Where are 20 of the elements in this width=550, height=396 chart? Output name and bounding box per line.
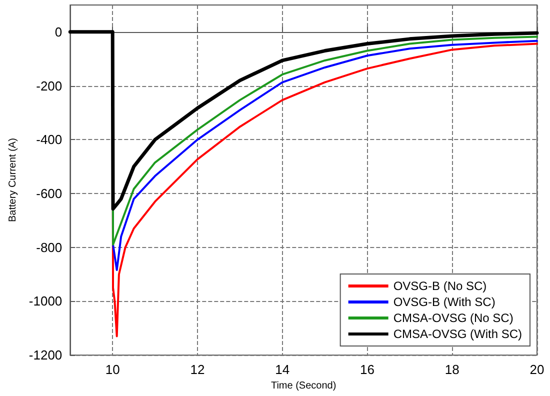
x-tick-label: 14 [275, 362, 290, 378]
x-tick-label: 20 [530, 362, 544, 378]
y-tick-label: -600 [36, 186, 62, 202]
x-tick-label: 18 [444, 362, 460, 378]
legend-label: OVSG-B (No SC) [393, 279, 487, 293]
legend-label: CMSA-OVSG (With SC) [393, 327, 522, 341]
y-tick-label: -200 [36, 78, 62, 94]
y-axis-title: Battery Current (A) [8, 138, 18, 222]
legend-label: OVSG-B (With SC) [393, 295, 496, 309]
x-tick-label: 12 [190, 362, 205, 378]
y-tick-label: -1200 [28, 348, 62, 363]
y-tick-label: 0 [54, 24, 62, 40]
x-tick-label: 16 [360, 362, 374, 378]
y-tick-label: -1000 [28, 294, 62, 309]
x-axis-title: Time (Second) [270, 380, 336, 392]
line-series [68, 30, 539, 211]
y-tick-label: -800 [36, 240, 62, 255]
legend-label: CMSA-OVSG (No SC) [393, 311, 514, 325]
y-tick-label: -400 [36, 132, 62, 148]
x-tick-label: 10 [105, 362, 120, 378]
